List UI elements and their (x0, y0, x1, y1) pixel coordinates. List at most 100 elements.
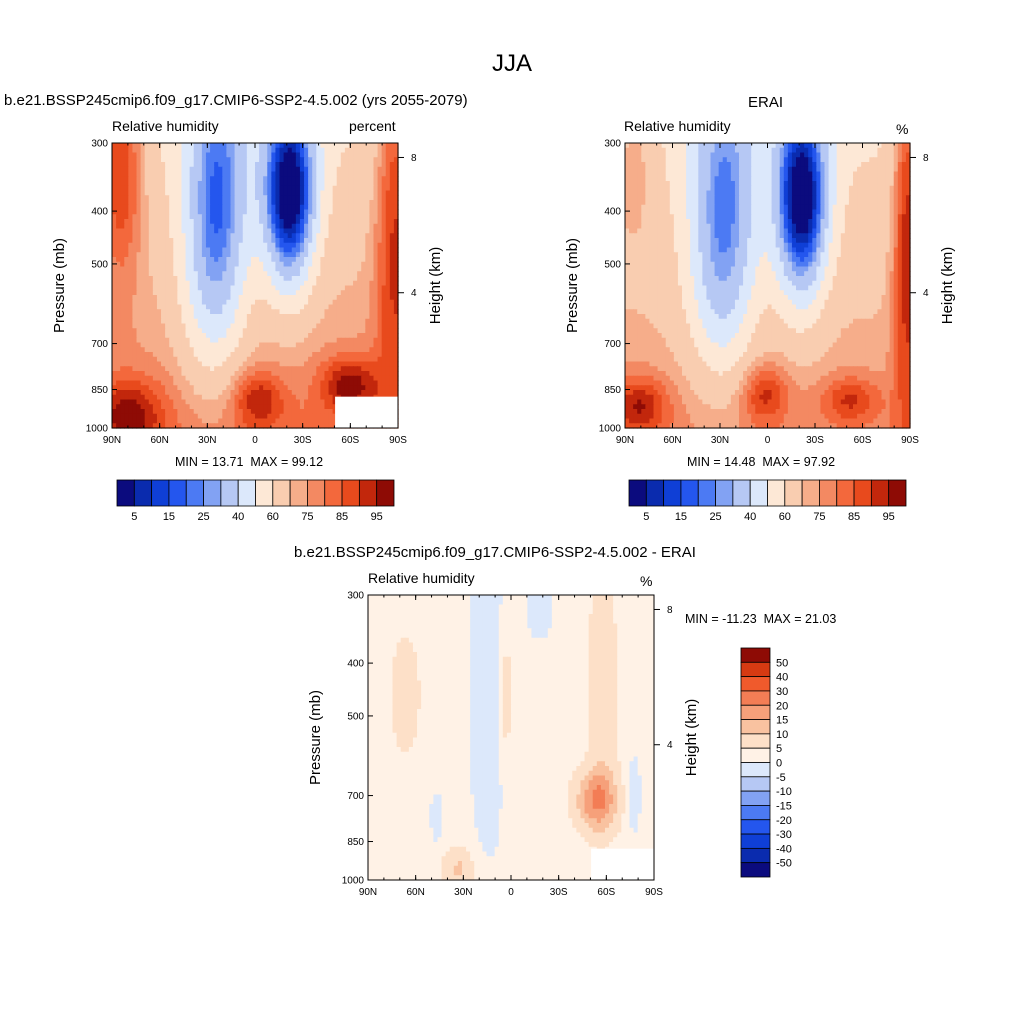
contour-cell (255, 328, 260, 334)
contour-cell (389, 195, 395, 201)
contour-cell (267, 143, 272, 149)
contour-cell (649, 181, 655, 187)
contour-cell (246, 228, 252, 234)
contour-cell (132, 162, 138, 168)
contour-cell (226, 285, 232, 291)
contour-cell (312, 380, 317, 386)
contour-cell (185, 409, 191, 415)
contour-cell (124, 171, 129, 177)
contour-cell (193, 361, 199, 367)
contour-cell (308, 385, 313, 391)
contour-cell (242, 242, 248, 249)
contour-cell (763, 162, 769, 168)
contour-cell (173, 242, 178, 249)
contour-cell (820, 152, 826, 158)
contour-cell (673, 157, 679, 163)
contour-cell (255, 404, 260, 410)
contour-cell (336, 271, 342, 277)
contour-cell (161, 214, 166, 220)
contour-cell (889, 147, 895, 154)
contour-cell (238, 385, 244, 391)
contour-cell (320, 404, 326, 410)
contour-cell (161, 304, 166, 310)
contour-cell (222, 314, 227, 320)
contour-cell (755, 147, 760, 154)
contour-cell (881, 162, 887, 168)
contour-cell (112, 276, 117, 282)
contour-cell (365, 195, 370, 201)
contour-cell (275, 257, 281, 263)
contour-cell (255, 209, 260, 215)
contour-cell (124, 214, 129, 220)
contour-cell (250, 371, 256, 377)
contour-cell (169, 366, 174, 372)
contour-cell (144, 418, 150, 424)
contour-cell (222, 252, 227, 258)
contour-cell (230, 209, 236, 215)
contour-cell (353, 323, 358, 329)
contour-cell (136, 162, 142, 168)
contour-cell (312, 347, 317, 353)
contour-cell (152, 413, 158, 420)
contour-cell (234, 394, 240, 401)
contour-cell (308, 285, 313, 291)
contour-cell (169, 423, 174, 429)
contour-cell (116, 290, 121, 296)
contour-cell (328, 385, 334, 391)
contour-cell (148, 352, 154, 358)
contour-cell (328, 214, 334, 220)
contour-cell (287, 152, 293, 158)
contour-cell (304, 195, 309, 201)
contour-cell (124, 299, 129, 306)
contour-cell (279, 318, 285, 325)
contour-cell (291, 323, 297, 329)
contour-cell (373, 152, 379, 158)
contour-cell (353, 171, 358, 177)
contour-cell (722, 166, 728, 173)
contour-cell (332, 143, 338, 149)
contour-cell (832, 152, 838, 158)
contour-cell (234, 314, 240, 320)
contour-cell (112, 162, 117, 168)
contour-cell (316, 147, 321, 154)
contour-cell (348, 143, 354, 149)
contour-cell (128, 242, 134, 249)
contour-cell (201, 413, 207, 420)
contour-cell (242, 333, 248, 339)
contour-cell (112, 304, 117, 310)
contour-cell (222, 280, 227, 287)
contour-cell (336, 214, 342, 220)
contour-cell (275, 214, 281, 220)
contour-cell (279, 342, 285, 348)
contour-cell (222, 356, 227, 363)
contour-cell (381, 280, 387, 287)
contour-cell (320, 323, 326, 329)
contour-cell (238, 200, 244, 206)
contour-cell (348, 366, 354, 372)
contour-cell (324, 152, 330, 158)
contour-cell (373, 257, 379, 263)
contour-cell (808, 152, 813, 158)
contour-cell (120, 413, 125, 420)
contour-cell (214, 380, 219, 386)
contour-cell (365, 333, 370, 339)
contour-cell (304, 299, 309, 306)
contour-cell (775, 147, 781, 154)
contour-cell (299, 342, 305, 348)
contour-cell (283, 238, 289, 244)
contour-cell (128, 347, 134, 353)
contour-cell (218, 318, 223, 325)
contour-cell (246, 361, 252, 367)
contour-cell (112, 219, 117, 225)
contour-cell (246, 413, 252, 420)
contour-cell (238, 347, 244, 353)
contour-cell (201, 409, 207, 415)
contour-cell (185, 304, 191, 310)
contour-cell (193, 152, 199, 158)
contour-cell (328, 304, 334, 310)
contour-cell (389, 318, 395, 325)
contour-cell (340, 261, 346, 268)
contour-cell (759, 185, 765, 192)
contour-cell (255, 157, 260, 163)
contour-cell (267, 233, 272, 239)
